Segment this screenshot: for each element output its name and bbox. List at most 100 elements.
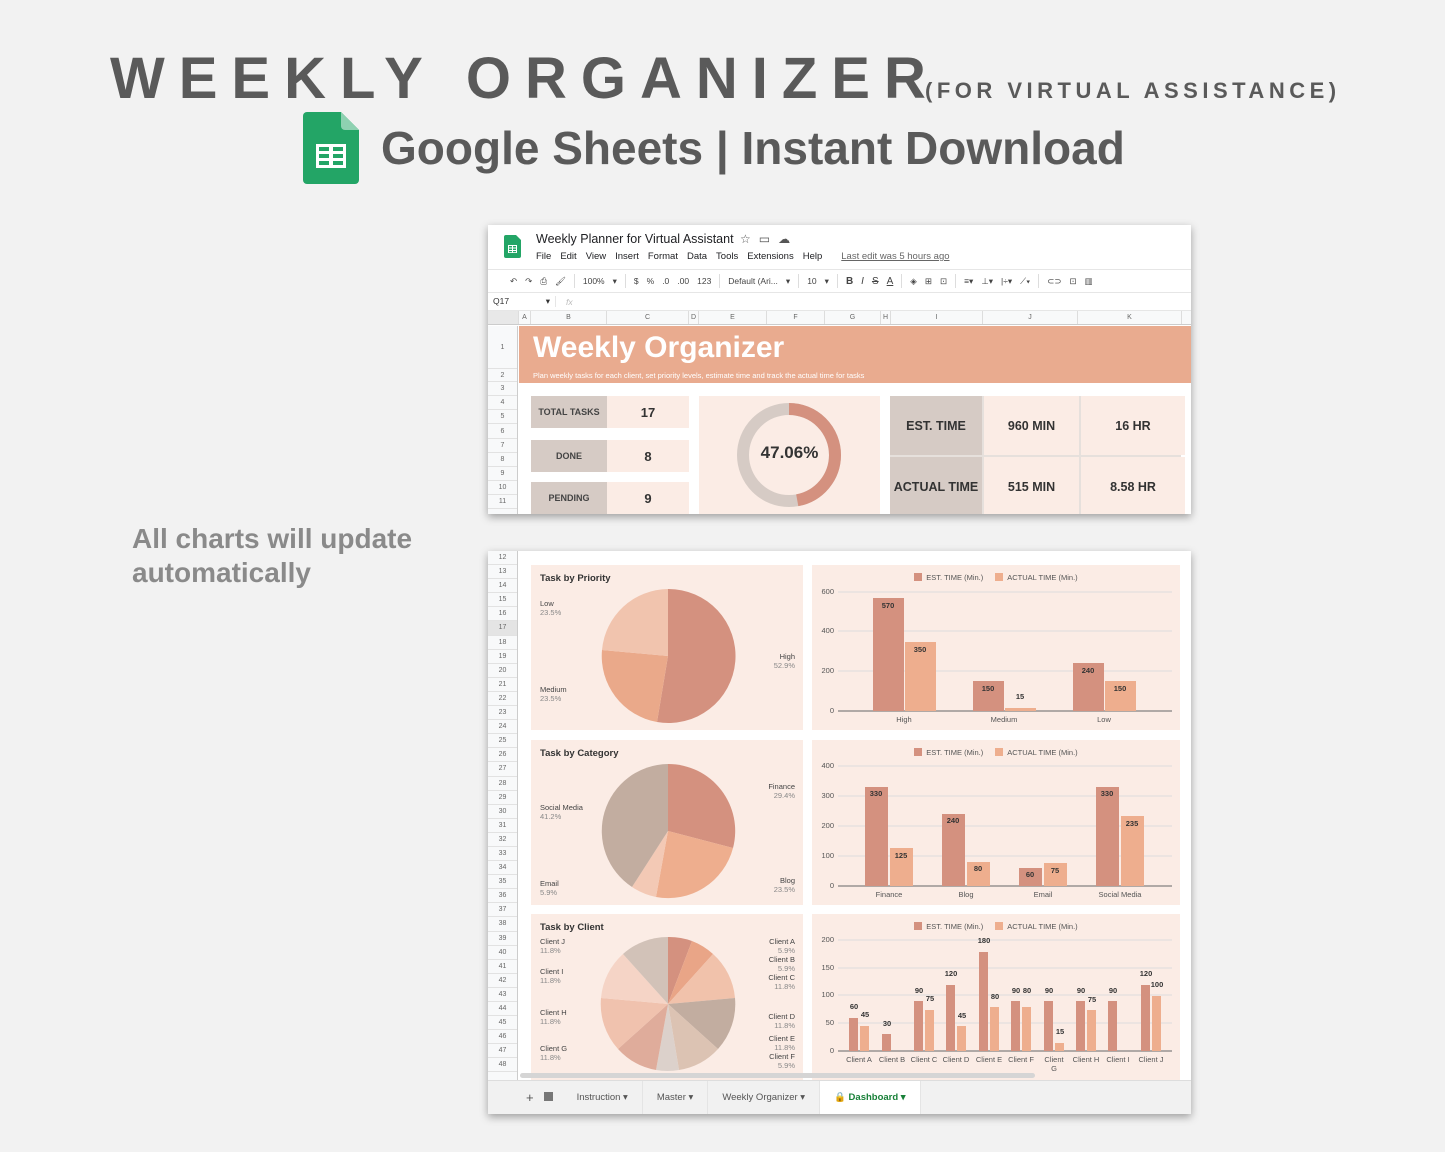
- menu-view[interactable]: View: [585, 251, 607, 262]
- row-header[interactable]: 46: [488, 1030, 517, 1045]
- column-header-k[interactable]: K: [1078, 311, 1182, 324]
- insert-comment-icon[interactable]: ⊡: [1069, 275, 1077, 286]
- last-edit-link[interactable]: Last edit was 5 hours ago: [841, 251, 950, 262]
- row-header[interactable]: 38: [488, 917, 517, 932]
- row-header[interactable]: 45: [488, 1016, 517, 1031]
- row-header[interactable]: 21: [488, 678, 517, 692]
- row-header[interactable]: 13: [488, 565, 517, 580]
- text-color-button[interactable]: A: [886, 275, 894, 287]
- merge-cells-icon[interactable]: ⊡: [939, 275, 948, 286]
- menu-insert[interactable]: Insert: [615, 251, 639, 262]
- print-icon[interactable]: ⎙: [540, 275, 548, 286]
- row-header[interactable]: 39: [488, 932, 517, 946]
- cloud-status-icon[interactable]: ☁: [778, 232, 791, 246]
- add-sheet-button[interactable]: +: [526, 1090, 534, 1105]
- column-header-b[interactable]: B: [531, 311, 607, 324]
- row-header[interactable]: 26: [488, 748, 517, 763]
- row-header[interactable]: 20: [488, 664, 517, 678]
- document-title[interactable]: Weekly Planner for Virtual Assistant: [536, 232, 734, 246]
- row-header[interactable]: 14: [488, 579, 517, 594]
- row-header[interactable]: 23: [488, 706, 517, 721]
- row-header[interactable]: 44: [488, 1002, 517, 1017]
- font-select[interactable]: Default (Ari...: [728, 276, 778, 286]
- priority-pie-chart[interactable]: Task by Priority Low 23.5% Medium 23.5% Hi…: [531, 565, 803, 730]
- row-header[interactable]: 29: [488, 791, 517, 805]
- chevron-down-icon[interactable]: ▾: [824, 275, 829, 286]
- column-header-d[interactable]: D: [689, 311, 699, 324]
- chevron-down-icon[interactable]: ▾: [612, 275, 617, 286]
- row-header[interactable]: 22: [488, 692, 517, 707]
- menu-edit[interactable]: Edit: [560, 251, 577, 262]
- category-bar-chart[interactable]: EST. TIME (Min.) ACTUAL TIME (Min.) 400 30…: [812, 740, 1180, 905]
- row-header[interactable]: 41: [488, 960, 517, 974]
- column-header-i[interactable]: I: [891, 311, 983, 324]
- decrease-decimal-button[interactable]: .0: [662, 276, 670, 286]
- row-header[interactable]: 35: [488, 875, 517, 890]
- menu-file[interactable]: File: [536, 251, 552, 262]
- row-header[interactable]: 19: [488, 650, 517, 664]
- undo-icon[interactable]: ↶: [510, 275, 518, 286]
- row-header[interactable]: 48: [488, 1058, 517, 1073]
- client-pie-chart[interactable]: Task by Client Client J 11.8% Client I 11.…: [531, 914, 803, 1080]
- menu-extensions[interactable]: Extensions: [747, 251, 794, 262]
- number-format-button[interactable]: 123: [697, 276, 712, 286]
- row-header[interactable]: 37: [488, 903, 517, 918]
- strikethrough-button[interactable]: S: [871, 275, 879, 287]
- column-header-h[interactable]: H: [881, 311, 891, 324]
- insert-link-icon[interactable]: ⊂⊃: [1047, 275, 1062, 286]
- row-header[interactable]: 33: [488, 847, 517, 862]
- row-header[interactable]: 15: [488, 593, 517, 608]
- column-header-j[interactable]: J: [983, 311, 1078, 324]
- column-header-g[interactable]: G: [825, 311, 881, 324]
- row-header[interactable]: 43: [488, 988, 517, 1002]
- row-header[interactable]: 40: [488, 946, 517, 960]
- text-wrap-icon[interactable]: |÷▾: [1001, 275, 1013, 286]
- column-header-e[interactable]: E: [699, 311, 767, 324]
- redo-icon[interactable]: ↷: [525, 275, 533, 286]
- column-header-c[interactable]: C: [607, 311, 689, 324]
- column-header-a[interactable]: A: [519, 311, 531, 324]
- italic-button[interactable]: I: [861, 275, 864, 287]
- percent-button[interactable]: %: [646, 276, 655, 286]
- tab-weekly-organizer[interactable]: Weekly Organizer ▾: [708, 1080, 821, 1114]
- tab-master[interactable]: Master ▾: [643, 1080, 709, 1114]
- menu-tools[interactable]: Tools: [716, 251, 739, 262]
- borders-icon[interactable]: ⊞: [924, 275, 932, 286]
- menu-help[interactable]: Help: [802, 251, 823, 262]
- bold-button[interactable]: B: [845, 275, 854, 287]
- tab-dashboard[interactable]: 🔒 Dashboard ▾: [820, 1080, 921, 1114]
- all-sheets-button[interactable]: [540, 1091, 563, 1104]
- row-header[interactable]: 31: [488, 819, 517, 833]
- category-pie-chart[interactable]: Task by Category Finance 29.4% Social Med…: [531, 740, 803, 905]
- star-icon[interactable]: ☆: [740, 232, 751, 246]
- move-folder-icon[interactable]: ▭: [758, 232, 771, 246]
- row-header[interactable]: 28: [488, 777, 517, 791]
- insert-chart-icon[interactable]: ▥: [1084, 275, 1093, 286]
- fill-color-icon[interactable]: ◈: [910, 275, 917, 286]
- row-header[interactable]: 27: [488, 762, 517, 777]
- row-header[interactable]: 32: [488, 833, 517, 847]
- priority-bar-chart[interactable]: EST. TIME (Min.) ACTUAL TIME (Min.) 600 40…: [812, 565, 1180, 730]
- row-header[interactable]: 24: [488, 720, 517, 735]
- row-header[interactable]: 36: [488, 889, 517, 904]
- row-header[interactable]: 47: [488, 1044, 517, 1059]
- chevron-down-icon[interactable]: ▾: [785, 275, 791, 286]
- vertical-align-icon[interactable]: ⊥▾: [981, 275, 993, 286]
- row-header[interactable]: 25: [488, 734, 517, 749]
- column-header-f[interactable]: F: [767, 311, 825, 324]
- row-header[interactable]: 34: [488, 861, 517, 876]
- zoom-select[interactable]: 100%: [582, 276, 605, 286]
- paint-format-icon[interactable]: 🖌: [555, 275, 566, 286]
- text-rotation-icon[interactable]: ⟋▾: [1020, 275, 1031, 286]
- row-header[interactable]: 30: [488, 805, 517, 819]
- sheets-app-icon[interactable]: [504, 235, 521, 258]
- currency-button[interactable]: $: [633, 276, 639, 286]
- increase-decimal-button[interactable]: .00: [677, 276, 690, 286]
- horizontal-align-icon[interactable]: ≡▾: [964, 275, 974, 286]
- row-header[interactable]: 17: [488, 621, 517, 636]
- completion-donut-chart[interactable]: 47.06%: [699, 396, 880, 514]
- menu-data[interactable]: Data: [686, 251, 708, 262]
- row-header[interactable]: 18: [488, 636, 517, 650]
- row-header[interactable]: 16: [488, 607, 517, 622]
- font-size-select[interactable]: 10: [807, 276, 817, 286]
